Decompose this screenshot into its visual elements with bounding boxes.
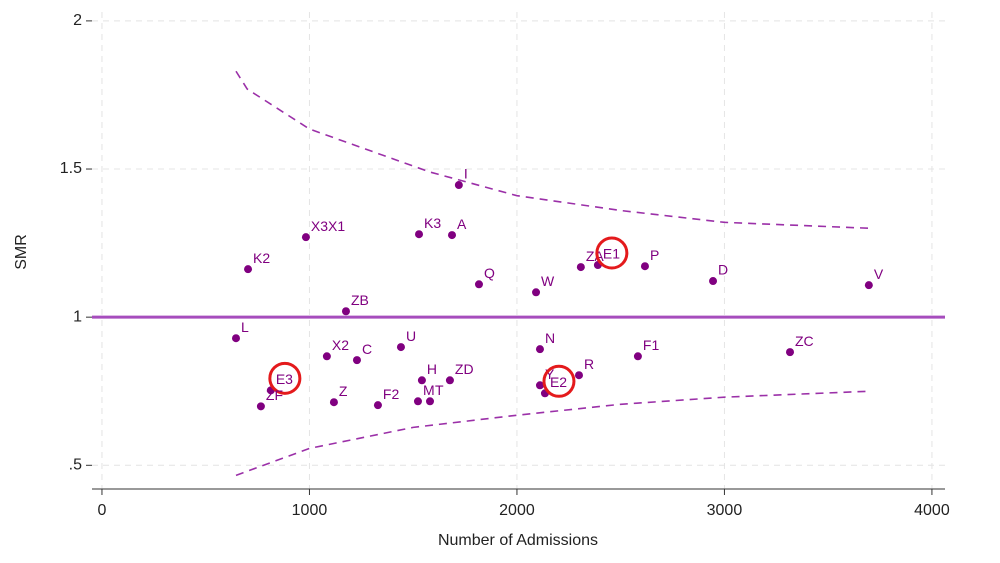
highlight-circle xyxy=(595,236,629,270)
point-label: Z xyxy=(339,383,348,399)
point-label: K2 xyxy=(253,250,270,266)
control-limit xyxy=(235,70,870,230)
point-label: X2 xyxy=(332,337,349,353)
point-label: E3 xyxy=(276,371,293,387)
point-label: V xyxy=(874,266,884,282)
point-label: E1 xyxy=(603,246,620,262)
data-point xyxy=(415,230,424,239)
point-label: ZA xyxy=(586,248,605,264)
x-tick-label: 4000 xyxy=(914,502,950,519)
x-axis-title: Number of Admissions xyxy=(438,532,598,549)
point-label: K3 xyxy=(424,215,441,231)
point-label: ZF xyxy=(266,387,283,403)
data-point xyxy=(574,371,583,380)
point-label: ZD xyxy=(455,361,474,377)
data-point xyxy=(786,348,795,357)
point-label: Q xyxy=(484,265,495,281)
point-label: N xyxy=(545,330,555,346)
point-label: L xyxy=(241,319,249,335)
y-axis-title: SMR xyxy=(13,234,30,270)
data-point xyxy=(413,397,422,406)
data-point xyxy=(535,381,544,390)
data-point xyxy=(447,231,456,240)
point-label: U xyxy=(406,328,416,344)
data-point xyxy=(640,262,649,271)
data-point xyxy=(322,352,331,361)
point-label: ZC xyxy=(795,333,814,349)
point-label: T xyxy=(435,382,444,398)
y-tick-label: .5 xyxy=(69,457,82,474)
point-label: D xyxy=(718,262,728,278)
data-point xyxy=(532,288,541,297)
data-point xyxy=(454,181,463,190)
highlight-circle xyxy=(542,364,576,398)
point-label: I xyxy=(464,166,468,182)
point-label: Y xyxy=(545,366,555,382)
data-point xyxy=(256,402,265,411)
point-label: X3X1 xyxy=(311,218,345,234)
point-label: P xyxy=(650,247,659,263)
point-label: ZB xyxy=(351,292,369,308)
data-point xyxy=(244,265,253,274)
point-label: R xyxy=(584,356,594,372)
y-tick-label: 2 xyxy=(73,12,82,29)
data-point xyxy=(396,343,405,352)
data-point xyxy=(352,356,361,365)
data-point xyxy=(709,277,718,286)
data-point xyxy=(445,376,454,385)
highlight-circle xyxy=(268,361,302,395)
data-point xyxy=(231,334,240,343)
y-tick-label: 1 xyxy=(73,308,82,325)
point-label: H xyxy=(427,361,437,377)
data-point xyxy=(417,376,426,385)
x-tick-label: 2000 xyxy=(499,502,535,519)
data-point xyxy=(301,233,310,242)
point-label: F2 xyxy=(383,386,400,402)
y-tick-label: 1.5 xyxy=(60,160,82,177)
data-point xyxy=(329,398,338,407)
data-point xyxy=(341,307,350,316)
control-limit xyxy=(235,390,870,477)
point-label: C xyxy=(362,341,372,357)
data-point xyxy=(373,401,382,410)
data-point xyxy=(535,345,544,354)
point-label: M xyxy=(423,382,435,398)
point-label: A xyxy=(457,216,467,232)
x-tick-label: 3000 xyxy=(707,502,743,519)
x-tick-label: 1000 xyxy=(292,502,328,519)
data-point xyxy=(426,397,435,406)
point-label: E2 xyxy=(550,374,567,390)
data-point xyxy=(474,280,483,289)
data-point xyxy=(864,281,873,290)
point-label: W xyxy=(541,273,555,289)
x-tick-label: 0 xyxy=(98,502,107,519)
data-point xyxy=(576,263,585,272)
data-point xyxy=(633,352,642,361)
point-label: F1 xyxy=(643,337,660,353)
